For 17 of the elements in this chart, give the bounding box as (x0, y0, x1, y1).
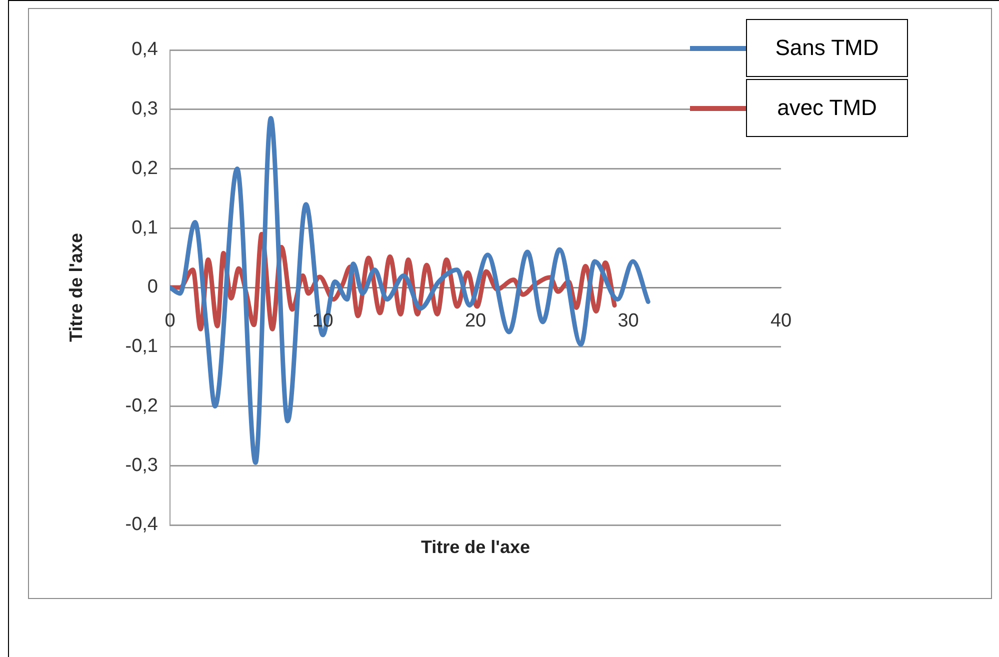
y-tick-label: -0,2 (125, 395, 158, 416)
y-tick-label: -0,1 (125, 336, 158, 358)
y-tick-label: 0,3 (132, 98, 158, 120)
x-tick-label: 30 (618, 310, 639, 332)
y-tick-label: 0,4 (132, 39, 158, 60)
legend-label: avec TMD (746, 79, 908, 137)
x-tick-label: 0 (164, 310, 176, 332)
x-axis-title: Titre de l'axe (420, 537, 531, 558)
y-tick-label: -0,4 (125, 514, 158, 536)
y-axis-title: Titre de l'axe (66, 232, 86, 342)
x-tick-label: 20 (464, 310, 486, 332)
x-tick-label: 40 (770, 310, 792, 332)
legend-label: Sans TMD (746, 19, 908, 77)
y-tick-label: 0,2 (132, 158, 158, 179)
y-tick-label: -0,3 (125, 454, 158, 476)
y-tick-label: 0,1 (132, 217, 158, 238)
y-tick-label: 0 (147, 276, 158, 298)
